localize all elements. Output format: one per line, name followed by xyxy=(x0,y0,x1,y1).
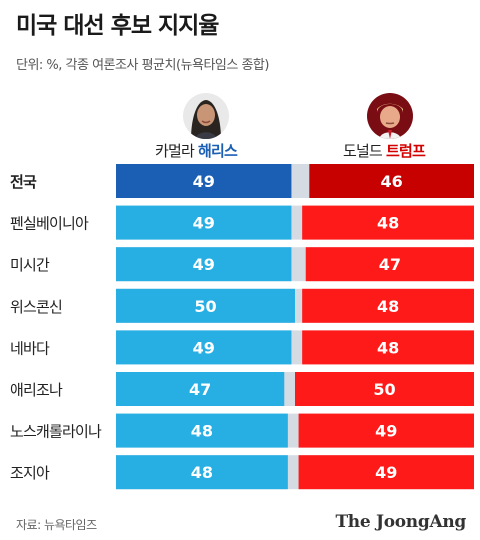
harris-value-label: 47 xyxy=(189,380,211,399)
category-label: 노스캐롤라이나 xyxy=(10,423,102,441)
bar-trump xyxy=(302,330,474,365)
harris-value-label: 48 xyxy=(191,463,213,482)
bar-trump xyxy=(298,413,474,448)
trump-value-label: 49 xyxy=(375,422,397,441)
bar-trump xyxy=(298,455,474,490)
harris-first-name: 카멀라 xyxy=(155,142,195,160)
publisher-logo: The JoongAng xyxy=(335,512,466,532)
category-label: 네바다 xyxy=(10,339,50,357)
harris-value-label: 49 xyxy=(193,172,215,191)
bar-harris xyxy=(116,288,295,323)
trump-value-label: 47 xyxy=(379,255,401,274)
trump-value-label: 50 xyxy=(373,380,395,399)
trump-photo xyxy=(367,93,413,139)
harris-value-label: 49 xyxy=(193,338,215,357)
bar-harris xyxy=(116,455,288,490)
harris-value-label: 50 xyxy=(194,297,216,316)
bar-trump xyxy=(305,247,474,282)
chart-subtitle: 단위: %, 각종 여론조사 평균치(뉴욕타임스 종합) xyxy=(16,58,269,73)
trump-last-name: 트럼프 xyxy=(385,142,426,160)
bar-trump xyxy=(302,205,474,240)
trump-value-label: 48 xyxy=(377,297,399,316)
trump-value-label: 48 xyxy=(377,214,399,233)
category-label: 위스콘신 xyxy=(10,298,62,316)
harris-value-label: 49 xyxy=(193,214,215,233)
bar-harris xyxy=(116,372,285,406)
harris-value-label: 48 xyxy=(191,422,213,441)
category-label: 미시간 xyxy=(10,256,50,274)
trump-value-label: 46 xyxy=(381,172,403,191)
category-label: 펜실베이니아 xyxy=(10,215,89,233)
source-note: 자료: 뉴욕타임즈 xyxy=(16,518,97,532)
bar-trump xyxy=(302,288,474,323)
bar-trump xyxy=(309,164,474,198)
bar-harris xyxy=(116,205,292,240)
harris-photo xyxy=(183,93,229,139)
harris-value-label: 49 xyxy=(193,255,215,274)
bar-harris xyxy=(116,164,292,198)
bar-trump xyxy=(295,372,474,406)
trump-value-label: 48 xyxy=(377,338,399,357)
trump-first-name: 도널드 xyxy=(343,142,383,160)
bar-harris xyxy=(116,413,288,448)
bar-harris xyxy=(116,247,292,282)
bar-harris xyxy=(116,330,292,365)
page-title: 미국 대선 후보 지지율 xyxy=(16,13,219,39)
trump-value-label: 49 xyxy=(375,463,397,482)
approval-chart: 전국 49 46 펜실베이니아 49 48 미시간 49 47 위스콘신 50 48 네바다 49 48 애리… xyxy=(10,164,474,490)
trump-label: 도널드 트럼프 xyxy=(343,140,426,161)
category-label: 조지아 xyxy=(10,464,50,482)
harris-last-name: 해리스 xyxy=(197,142,238,160)
category-label: 전국 xyxy=(10,173,37,191)
category-label: 애리조나 xyxy=(10,381,63,399)
harris-label: 카멀라 해리스 xyxy=(155,140,238,161)
